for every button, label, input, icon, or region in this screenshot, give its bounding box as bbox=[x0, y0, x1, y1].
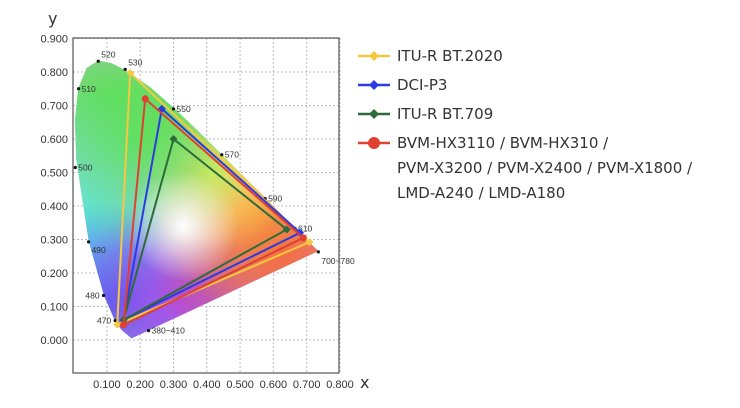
primary-point bbox=[120, 321, 128, 329]
wavelength-label: 520 bbox=[101, 49, 115, 59]
wavelength-dot bbox=[316, 250, 320, 254]
wavelength-dot bbox=[101, 293, 106, 298]
legend-label: DCI-P3 bbox=[397, 76, 448, 94]
wavelength-dot bbox=[76, 87, 81, 91]
y-tick-label: 0.200 bbox=[40, 268, 68, 280]
wavelength-dot bbox=[171, 107, 176, 111]
y-tick-label: 0.700 bbox=[40, 101, 68, 113]
primary-point bbox=[126, 69, 135, 78]
wavelength-dot bbox=[220, 153, 224, 157]
legend: ITU-R BT.2020 DCI-P3 ITU-R BT.709 BVM-HX… bbox=[357, 44, 692, 206]
gamut-series bbox=[120, 95, 307, 329]
y-tick-label: 0.400 bbox=[40, 201, 68, 213]
diamond-marker-icon bbox=[358, 51, 390, 61]
wavelength-label: 490 bbox=[92, 245, 106, 255]
legend-item-sony-monitors: BVM-HX3110 / BVM-HX310 / PVM-X3200 / PVM-… bbox=[357, 131, 692, 206]
wavelength-dot bbox=[146, 329, 151, 333]
wavelength-dot bbox=[73, 165, 77, 170]
primary-point bbox=[141, 95, 149, 103]
y-tick-label: 0.500 bbox=[40, 168, 68, 180]
wavelength-label: 610 bbox=[298, 223, 312, 233]
legend-item-bt2020: ITU-R BT.2020 bbox=[357, 44, 692, 73]
wavelength-label: 590 bbox=[268, 194, 282, 204]
legend-label: ITU-R BT.709 bbox=[397, 105, 494, 123]
wavelength-label: 500 bbox=[78, 162, 92, 172]
gamut-triangle bbox=[122, 106, 302, 322]
wavelength-label: 470 bbox=[97, 316, 111, 326]
diamond-marker-icon bbox=[358, 109, 390, 119]
x-tick-label: 0.100 bbox=[93, 379, 121, 391]
legend-label: ITU-R BT.2020 bbox=[397, 47, 503, 65]
wavelength-dot bbox=[113, 318, 117, 323]
y-tick-label: 0.100 bbox=[40, 302, 68, 314]
circle-marker-icon bbox=[358, 137, 390, 149]
x-tick-label: 0.400 bbox=[193, 379, 221, 391]
legend-label: LMD-A240 / LMD-A180 bbox=[397, 184, 566, 202]
primary-point bbox=[305, 238, 314, 247]
y-tick-label: 0.000 bbox=[40, 335, 68, 347]
wavelength-dot bbox=[123, 67, 127, 71]
x-tick-label: 0.600 bbox=[260, 379, 288, 391]
y-tick-label: 0.300 bbox=[40, 235, 68, 247]
diamond-marker-icon bbox=[358, 80, 390, 90]
x-axis-label: x bbox=[360, 373, 369, 392]
gamut-series bbox=[113, 69, 314, 329]
primary-point bbox=[299, 234, 307, 242]
wavelength-dot bbox=[96, 59, 100, 63]
wavelength-dot bbox=[86, 240, 91, 244]
legend-item-dci-p3: DCI-P3 bbox=[357, 73, 692, 102]
gamut-triangle bbox=[121, 137, 289, 322]
x-tick-label: 0.500 bbox=[226, 379, 254, 391]
x-tick-label: 0.700 bbox=[293, 379, 321, 391]
primary-point bbox=[113, 320, 122, 329]
y-tick-label: 0.600 bbox=[40, 134, 68, 146]
wavelength-label: 380~410 bbox=[152, 326, 186, 336]
plot-frame bbox=[72, 37, 340, 374]
y-tick-label: 0.900 bbox=[40, 34, 68, 46]
wavelength-label: 570 bbox=[225, 150, 239, 160]
color-blob bbox=[128, 171, 239, 282]
legend-item-bt709: ITU-R BT.709 bbox=[357, 102, 692, 131]
wavelength-label: 530 bbox=[128, 57, 142, 67]
gamut-triangle bbox=[116, 70, 312, 327]
primary-point bbox=[169, 135, 178, 143]
x-tick-label: 0.800 bbox=[326, 379, 354, 391]
wavelength-label: 510 bbox=[82, 84, 96, 94]
x-tick-label: 0.200 bbox=[126, 379, 154, 391]
wavelength-label: 480 bbox=[85, 290, 99, 300]
wavelength-label: 700~780 bbox=[321, 256, 355, 266]
legend-label: BVM-HX3110 / BVM-HX310 / bbox=[397, 134, 609, 152]
y-axis-label: y bbox=[48, 9, 57, 28]
x-tick-label: 0.300 bbox=[160, 379, 188, 391]
gamut-triangle bbox=[122, 96, 306, 327]
wavelength-label: 550 bbox=[177, 104, 191, 114]
y-tick-label: 0.800 bbox=[40, 67, 68, 79]
primary-point bbox=[282, 225, 291, 234]
legend-label: PVM-X3200 / PVM-X2400 / PVM-X1800 / bbox=[397, 159, 693, 177]
